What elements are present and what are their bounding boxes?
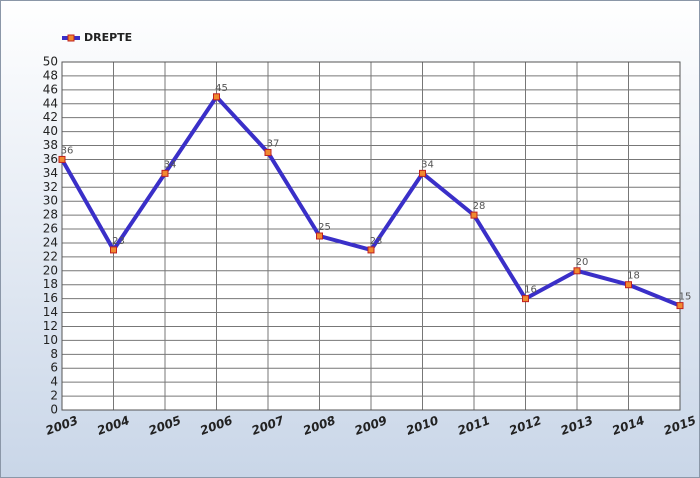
y-tick-label: 22 [43,249,58,263]
data-label: 45 [215,83,228,94]
data-label: 18 [627,271,640,282]
data-label: 34 [421,159,434,170]
y-tick-label: 42 [43,110,58,124]
legend-label: DREPTE [84,31,132,44]
y-tick-label: 18 [43,277,58,291]
y-tick-label: 34 [43,166,58,180]
y-tick-label: 12 [43,319,58,333]
data-label: 28 [473,201,486,212]
data-label: 37 [267,138,280,149]
data-label: 25 [318,222,331,233]
y-tick-label: 6 [50,361,58,375]
marker [367,246,375,254]
y-tick-label: 8 [50,347,58,361]
y-tick-label: 50 [43,55,58,69]
data-label: 20 [576,257,589,268]
data-label: 23 [370,236,383,247]
y-tick-label: 16 [43,291,58,305]
marker [316,232,323,240]
marker [161,169,169,177]
y-tick-label: 38 [43,138,58,152]
y-tick-label: 36 [43,152,58,166]
y-tick-label: 2 [50,389,58,403]
y-tick-label: 4 [50,375,58,389]
marker [264,148,272,156]
legend-marker [67,34,75,42]
marker [573,267,581,275]
marker [676,302,684,310]
y-tick-label: 28 [43,208,58,222]
marker [419,169,426,177]
y-tick-label: 26 [43,222,58,236]
marker [625,281,632,289]
plot-border [61,61,681,411]
data-label: 15 [679,292,692,303]
marker [522,295,529,303]
data-label: 16 [524,285,537,296]
data-label: 23 [112,236,125,247]
y-tick-label: 40 [43,124,58,138]
y-tick-label: 0 [50,403,58,417]
y-tick-label: 32 [43,180,58,194]
marker [470,211,478,219]
marker [58,155,66,163]
data-label: 36 [61,145,74,156]
y-tick-label: 46 [43,82,58,96]
y-tick-label: 48 [43,68,58,82]
y-tick-label: 24 [43,235,58,249]
y-tick-label: 10 [43,333,58,347]
data-label: 34 [164,159,177,170]
y-tick-label: 30 [43,194,58,208]
y-tick-label: 44 [43,96,58,110]
y-tick-label: 14 [43,305,58,319]
marker [110,246,117,254]
y-tick-label: 20 [43,263,58,277]
marker [213,93,220,101]
